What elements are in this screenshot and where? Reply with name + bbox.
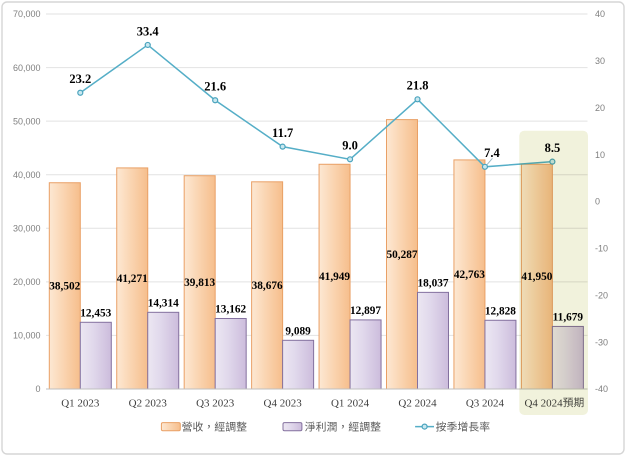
svg-text:-30: -30 (595, 337, 608, 347)
svg-text:12,897: 12,897 (350, 305, 381, 317)
svg-text:-10: -10 (595, 244, 608, 254)
svg-text:10,000: 10,000 (13, 331, 41, 341)
svg-text:Q1 2024: Q1 2024 (331, 397, 370, 409)
svg-text:39,813: 39,813 (184, 277, 215, 289)
svg-text:Q3 2023: Q3 2023 (196, 397, 235, 409)
svg-text:9,089: 9,089 (285, 325, 311, 337)
svg-text:9.0: 9.0 (342, 139, 358, 153)
svg-text:0: 0 (595, 197, 600, 207)
svg-text:41,271: 41,271 (117, 273, 148, 285)
svg-text:0: 0 (35, 384, 40, 394)
svg-text:13,162: 13,162 (215, 303, 246, 315)
svg-text:33.4: 33.4 (137, 24, 160, 38)
svg-text:21.8: 21.8 (407, 79, 429, 93)
svg-text:20,000: 20,000 (13, 277, 41, 287)
svg-text:14,314: 14,314 (148, 297, 179, 309)
svg-text:-40: -40 (595, 384, 608, 394)
svg-text:11.7: 11.7 (272, 126, 293, 140)
svg-text:12,453: 12,453 (80, 307, 111, 319)
svg-text:70,000: 70,000 (13, 9, 41, 19)
svg-text:21.6: 21.6 (204, 80, 226, 94)
svg-text:38,502: 38,502 (49, 280, 80, 292)
svg-text:12,828: 12,828 (485, 305, 516, 317)
svg-text:40: 40 (595, 9, 605, 19)
svg-text:18,037: 18,037 (417, 277, 448, 289)
svg-text:10: 10 (595, 150, 605, 160)
svg-text:Q2 2023: Q2 2023 (129, 397, 168, 409)
svg-text:-20: -20 (595, 290, 608, 300)
svg-text:40,000: 40,000 (13, 170, 41, 180)
svg-text:50,287: 50,287 (386, 249, 417, 261)
svg-text:41,949: 41,949 (319, 271, 350, 283)
svg-text:30,000: 30,000 (13, 223, 41, 233)
svg-text:Q2 2024: Q2 2024 (398, 397, 437, 409)
svg-text:30: 30 (595, 56, 605, 66)
svg-text:Q3 2024: Q3 2024 (466, 397, 505, 409)
svg-text:38,676: 38,676 (252, 280, 283, 292)
svg-text:60,000: 60,000 (13, 63, 41, 73)
svg-text:20: 20 (595, 103, 605, 113)
svg-text:23.2: 23.2 (69, 72, 91, 86)
svg-text:Q4 2023: Q4 2023 (264, 397, 303, 409)
svg-text:Q1 2023: Q1 2023 (61, 397, 100, 409)
svg-text:7.4: 7.4 (484, 146, 500, 160)
svg-text:42,763: 42,763 (454, 269, 485, 281)
svg-text:50,000: 50,000 (13, 116, 41, 126)
